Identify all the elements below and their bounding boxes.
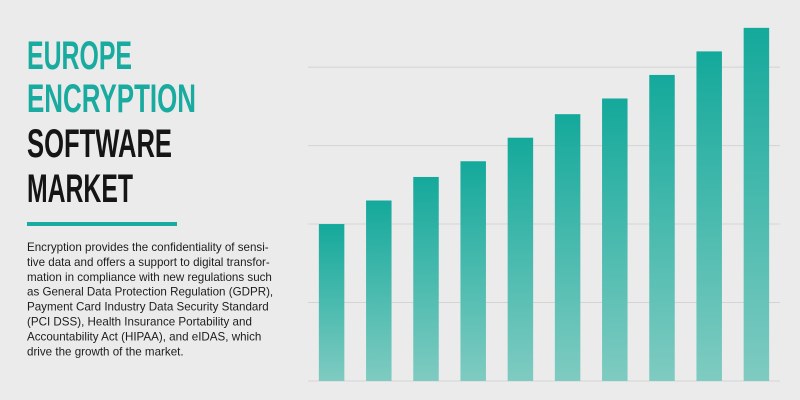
bar xyxy=(554,114,581,381)
description: Encryption provides the confidentiality … xyxy=(27,241,273,358)
bars xyxy=(318,27,770,382)
description-line: mation in compliance with new regulation… xyxy=(27,271,272,284)
bar xyxy=(507,137,534,381)
description-line: as General Data Protection Regulation (G… xyxy=(27,286,273,299)
description-line: (PCI DSS), Health Insurance Portability … xyxy=(27,316,252,329)
bar xyxy=(743,27,770,381)
bar xyxy=(649,74,675,381)
chart-title: SOFTWARE xyxy=(27,122,172,166)
bar xyxy=(366,200,392,381)
chart-title: ENCRYPTION xyxy=(27,77,196,121)
bar xyxy=(602,98,628,381)
chart-title: MARKET xyxy=(27,167,133,211)
bar xyxy=(696,51,722,382)
description-line: tive data and offers a support to digita… xyxy=(27,256,270,269)
bar xyxy=(318,224,345,381)
bar xyxy=(460,161,486,381)
chart-title: EUROPE xyxy=(27,34,132,78)
title-underline xyxy=(27,222,177,226)
description-line: Payment Card Industry Data Security Stan… xyxy=(27,301,269,314)
description-line: Encryption provides the confidentiality … xyxy=(27,241,269,254)
description-line: drive the growth of the market. xyxy=(27,345,184,358)
description-line: Accountability Act (HIPAA), and eIDAS, w… xyxy=(27,330,261,343)
bar xyxy=(413,176,439,381)
